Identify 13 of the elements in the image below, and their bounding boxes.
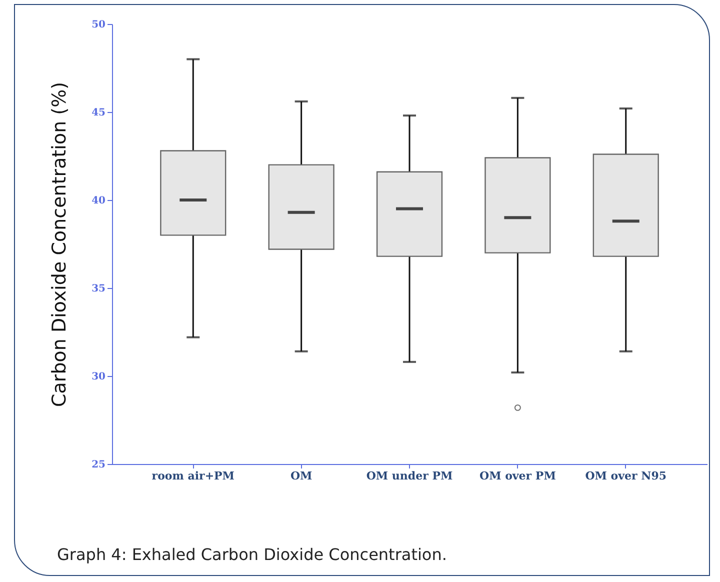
x-tick-label: OM under PM xyxy=(366,470,453,482)
y-tick-label: 45 xyxy=(92,108,106,118)
y-tick-label: 25 xyxy=(92,460,106,470)
caption: Graph 4: Exhaled Carbon Dioxide Concentration. xyxy=(57,545,447,564)
x-tick-label: room air+PM xyxy=(152,470,234,482)
y-tick-label: 35 xyxy=(92,284,106,294)
x-tick-label: OM over N95 xyxy=(585,470,667,482)
x-tick-label: OM over PM xyxy=(479,470,556,482)
y-tick-label: 30 xyxy=(92,372,106,382)
y-tick-label: 40 xyxy=(92,196,106,206)
y-tick-label: 50 xyxy=(92,20,106,30)
y-axis-title: Carbon Dioxide Concentration (%) xyxy=(48,82,71,408)
x-tick-label: OM xyxy=(290,470,312,482)
